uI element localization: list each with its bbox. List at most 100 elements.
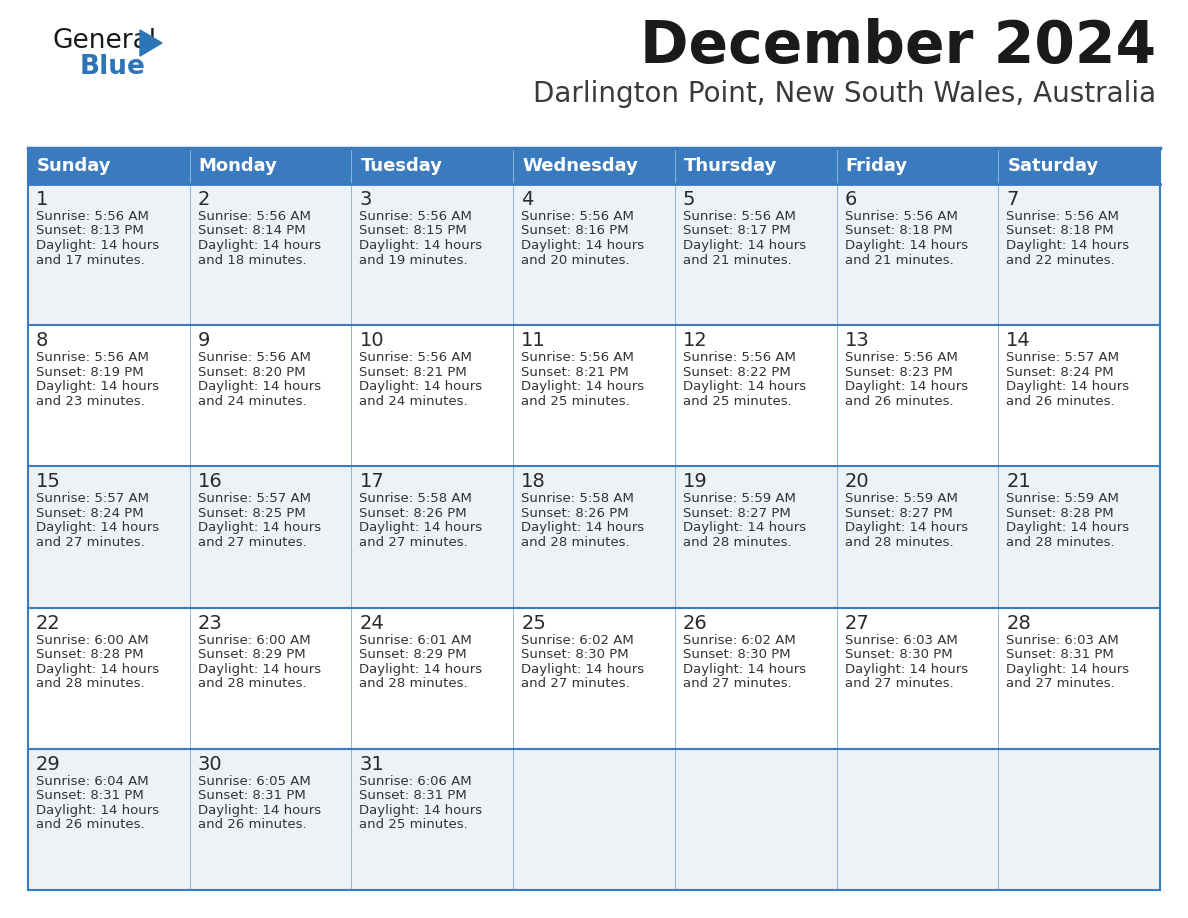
Text: 27: 27 [845,613,870,633]
Text: and 28 minutes.: and 28 minutes. [36,677,145,690]
Text: Sunrise: 5:59 AM: Sunrise: 5:59 AM [683,492,796,506]
Text: Daylight: 14 hours: Daylight: 14 hours [845,239,968,252]
Text: Sunset: 8:17 PM: Sunset: 8:17 PM [683,225,790,238]
Text: 5: 5 [683,190,695,209]
Text: 28: 28 [1006,613,1031,633]
Text: and 19 minutes.: and 19 minutes. [360,253,468,266]
Text: Daylight: 14 hours: Daylight: 14 hours [683,239,805,252]
Text: Daylight: 14 hours: Daylight: 14 hours [197,239,321,252]
Bar [29,466,190,608]
Bar [675,608,836,749]
Text: Sunrise: 6:00 AM: Sunrise: 6:00 AM [197,633,310,646]
Text: Daylight: 14 hours: Daylight: 14 hours [36,521,159,534]
Bar [836,148,998,184]
Bar [998,184,1159,325]
Text: Sunrise: 6:00 AM: Sunrise: 6:00 AM [36,633,148,646]
Text: and 23 minutes.: and 23 minutes. [36,395,145,408]
Text: Sunset: 8:29 PM: Sunset: 8:29 PM [197,648,305,661]
Bar [29,325,190,466]
Text: 16: 16 [197,473,222,491]
Text: Daylight: 14 hours: Daylight: 14 hours [845,380,968,393]
Text: Sunset: 8:30 PM: Sunset: 8:30 PM [845,648,953,661]
Bar [998,608,1159,749]
Text: 10: 10 [360,331,384,350]
Text: Daylight: 14 hours: Daylight: 14 hours [360,521,482,534]
Text: Daylight: 14 hours: Daylight: 14 hours [36,663,159,676]
Text: Sunrise: 5:56 AM: Sunrise: 5:56 AM [36,352,148,364]
Bar [352,148,513,184]
Text: 26: 26 [683,613,708,633]
Text: 1: 1 [36,190,49,209]
Text: 17: 17 [360,473,384,491]
Text: Sunset: 8:14 PM: Sunset: 8:14 PM [197,225,305,238]
Text: Sunrise: 5:56 AM: Sunrise: 5:56 AM [36,210,148,223]
Bar [998,325,1159,466]
Text: and 20 minutes.: and 20 minutes. [522,253,630,266]
Text: and 18 minutes.: and 18 minutes. [197,253,307,266]
Text: Daylight: 14 hours: Daylight: 14 hours [197,804,321,817]
Text: Sunset: 8:21 PM: Sunset: 8:21 PM [522,365,628,379]
Text: and 24 minutes.: and 24 minutes. [197,395,307,408]
Text: 18: 18 [522,473,546,491]
Text: Sunrise: 5:57 AM: Sunrise: 5:57 AM [197,492,311,506]
Text: December 2024: December 2024 [640,18,1156,75]
Text: 20: 20 [845,473,870,491]
Text: 14: 14 [1006,331,1031,350]
Text: and 28 minutes.: and 28 minutes. [360,677,468,690]
Text: 31: 31 [360,755,384,774]
Text: Daylight: 14 hours: Daylight: 14 hours [522,239,644,252]
Text: Sunrise: 5:56 AM: Sunrise: 5:56 AM [845,352,958,364]
Text: Sunrise: 6:03 AM: Sunrise: 6:03 AM [845,633,958,646]
Text: Daylight: 14 hours: Daylight: 14 hours [683,521,805,534]
Text: Sunset: 8:21 PM: Sunset: 8:21 PM [360,365,467,379]
Bar [29,184,190,325]
Text: Sunset: 8:31 PM: Sunset: 8:31 PM [360,789,467,802]
Text: Sunset: 8:24 PM: Sunset: 8:24 PM [36,507,144,520]
Text: Daylight: 14 hours: Daylight: 14 hours [360,239,482,252]
Bar [29,148,190,184]
Text: Sunrise: 5:56 AM: Sunrise: 5:56 AM [683,210,796,223]
Text: 24: 24 [360,613,384,633]
Text: Sunset: 8:25 PM: Sunset: 8:25 PM [197,507,305,520]
Text: Sunrise: 6:04 AM: Sunrise: 6:04 AM [36,775,148,788]
Bar [29,749,190,890]
Text: and 21 minutes.: and 21 minutes. [683,253,791,266]
Text: Sunrise: 5:58 AM: Sunrise: 5:58 AM [360,492,473,506]
Text: Daylight: 14 hours: Daylight: 14 hours [36,804,159,817]
Text: Sunrise: 5:56 AM: Sunrise: 5:56 AM [1006,210,1119,223]
Text: Thursday: Thursday [684,157,777,175]
Text: Sunset: 8:28 PM: Sunset: 8:28 PM [36,648,144,661]
Text: 11: 11 [522,331,546,350]
Text: Sunset: 8:31 PM: Sunset: 8:31 PM [197,789,305,802]
Bar [352,608,513,749]
Text: 9: 9 [197,331,210,350]
Text: 19: 19 [683,473,708,491]
Text: and 27 minutes.: and 27 minutes. [683,677,791,690]
Text: 4: 4 [522,190,533,209]
Text: and 22 minutes.: and 22 minutes. [1006,253,1116,266]
Text: Sunset: 8:18 PM: Sunset: 8:18 PM [1006,225,1114,238]
Text: Sunrise: 5:57 AM: Sunrise: 5:57 AM [1006,352,1119,364]
Text: 22: 22 [36,613,61,633]
Bar [998,148,1159,184]
Text: and 26 minutes.: and 26 minutes. [197,818,307,832]
Text: Darlington Point, New South Wales, Australia: Darlington Point, New South Wales, Austr… [533,80,1156,108]
Bar [513,466,675,608]
Text: Sunset: 8:27 PM: Sunset: 8:27 PM [683,507,790,520]
Text: Daylight: 14 hours: Daylight: 14 hours [683,380,805,393]
Text: Daylight: 14 hours: Daylight: 14 hours [360,663,482,676]
Text: and 25 minutes.: and 25 minutes. [522,395,630,408]
Text: Sunset: 8:23 PM: Sunset: 8:23 PM [845,365,953,379]
Text: Friday: Friday [846,157,908,175]
Text: Sunrise: 6:06 AM: Sunrise: 6:06 AM [360,775,472,788]
Text: Sunset: 8:30 PM: Sunset: 8:30 PM [522,648,628,661]
Text: Monday: Monday [198,157,278,175]
Bar [675,148,836,184]
Bar [513,749,675,890]
Text: 12: 12 [683,331,708,350]
Text: and 26 minutes.: and 26 minutes. [845,395,953,408]
Bar [836,325,998,466]
Text: and 24 minutes.: and 24 minutes. [360,395,468,408]
Text: and 25 minutes.: and 25 minutes. [360,818,468,832]
Text: Sunset: 8:28 PM: Sunset: 8:28 PM [1006,507,1114,520]
